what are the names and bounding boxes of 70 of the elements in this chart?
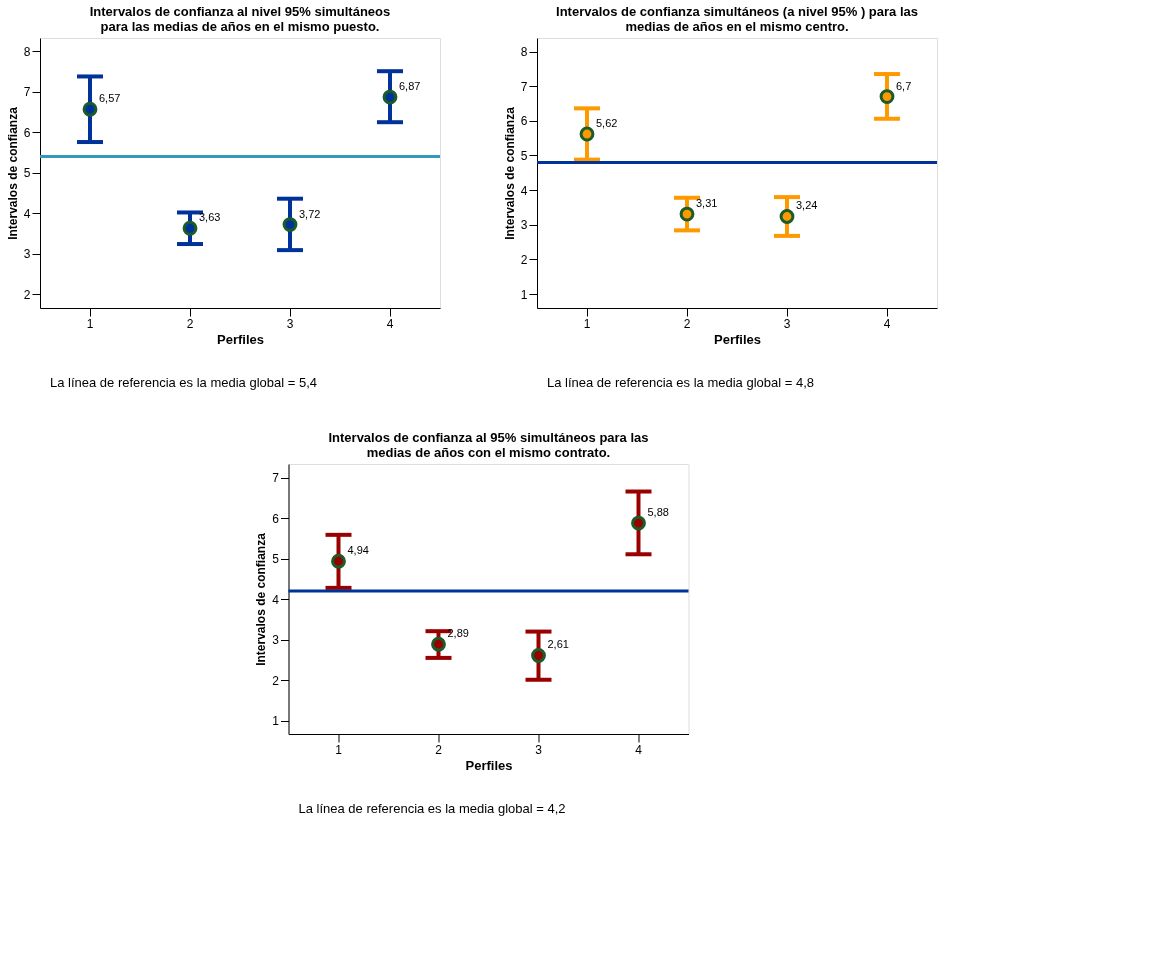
y-tick-label: 6 (272, 511, 280, 526)
y-tick-label: 4 (520, 183, 528, 198)
point (182, 220, 198, 236)
y-tick-label: 5 (272, 552, 280, 567)
data-label: 6,57 (99, 92, 121, 105)
x-tick-label: 1 (86, 316, 94, 331)
y-tick-label: 3 (23, 247, 31, 262)
y-tick-label: 6 (23, 125, 31, 140)
data-label: 6,7 (896, 79, 912, 92)
point (282, 217, 298, 233)
y-tick-label: 4 (272, 592, 280, 607)
x-tick-label: 4 (635, 742, 643, 757)
y-tick-label: 3 (520, 218, 528, 233)
x-tick-label: 3 (535, 742, 543, 757)
y-tick-label: 1 (272, 714, 280, 729)
x-tick-label: 3 (783, 316, 791, 331)
y-tick-label: 6 (520, 114, 528, 129)
y-tick-label: 1 (520, 287, 528, 302)
point (431, 636, 446, 652)
point (631, 515, 646, 531)
data-label: 6,87 (399, 80, 421, 93)
chart-title: Intervalos de confianza simultáneos (a nivel 95% ) para las medias de años en el mismo centro. (556, 4, 918, 34)
point (679, 206, 695, 222)
y-axis-title: Intervalos de confianza (5, 106, 20, 240)
data-label: 2,89 (447, 627, 469, 640)
point (879, 89, 895, 104)
chart-title: Intervalos de confianza al 95% simultáneos para las medias de años con el mismo contrato. (328, 430, 649, 460)
y-tick-label: 7 (272, 471, 280, 486)
y-tick-label: 5 (23, 166, 31, 181)
x-axis-title: Perfiles (465, 757, 513, 773)
y-tick-label: 2 (23, 287, 31, 302)
y-tick-label: 2 (272, 673, 280, 688)
y-tick-label: 5 (520, 149, 528, 163)
data-label: 4,94 (347, 544, 369, 557)
data-label: 3,24 (796, 199, 818, 212)
data-label: 5,62 (596, 117, 618, 130)
y-tick-label: 3 (272, 633, 280, 648)
point (382, 89, 398, 105)
x-tick-label: 4 (883, 316, 891, 331)
text: La línea de referencia es la media global = 4,8 (547, 375, 815, 390)
y-tick-label: 7 (23, 85, 31, 100)
x-tick-label: 1 (583, 316, 591, 331)
point (779, 209, 795, 224)
x-axis-title: Perfiles (217, 331, 264, 347)
x-tick-label: 1 (335, 742, 343, 757)
text: La línea de referencia es la media global = 5,4 (50, 375, 318, 390)
y-axis-title: Intervalos de confianza (254, 532, 269, 666)
x-axis-title: Perfiles (714, 331, 761, 347)
x-tick-label: 3 (286, 316, 294, 331)
point (531, 648, 546, 663)
data-label: 2,61 (547, 638, 569, 651)
y-tick-label: 8 (520, 45, 528, 60)
x-tick-label: 2 (186, 316, 194, 331)
data-label: 3,31 (696, 197, 718, 210)
point (579, 126, 595, 142)
data-label: 3,63 (199, 211, 221, 224)
y-tick-label: 2 (520, 252, 528, 267)
y-tick-label: 8 (23, 44, 31, 59)
x-tick-label: 2 (683, 316, 691, 331)
text: La línea de referencia es la media global = 4,2 (298, 801, 566, 816)
point (331, 553, 346, 569)
y-tick-label: 7 (520, 79, 528, 94)
x-tick-label: 4 (386, 316, 394, 331)
point (82, 101, 98, 117)
data-label: 3,72 (299, 207, 321, 220)
x-tick-label: 2 (435, 742, 443, 757)
y-tick-label: 4 (23, 206, 31, 221)
y-axis-title: Intervalos de confianza (502, 106, 517, 240)
data-label: 5,88 (647, 506, 669, 519)
chart-title: Intervalos de confianza al nivel 95% simultáneos para las medias de años en el mismo puesto. (89, 4, 391, 34)
